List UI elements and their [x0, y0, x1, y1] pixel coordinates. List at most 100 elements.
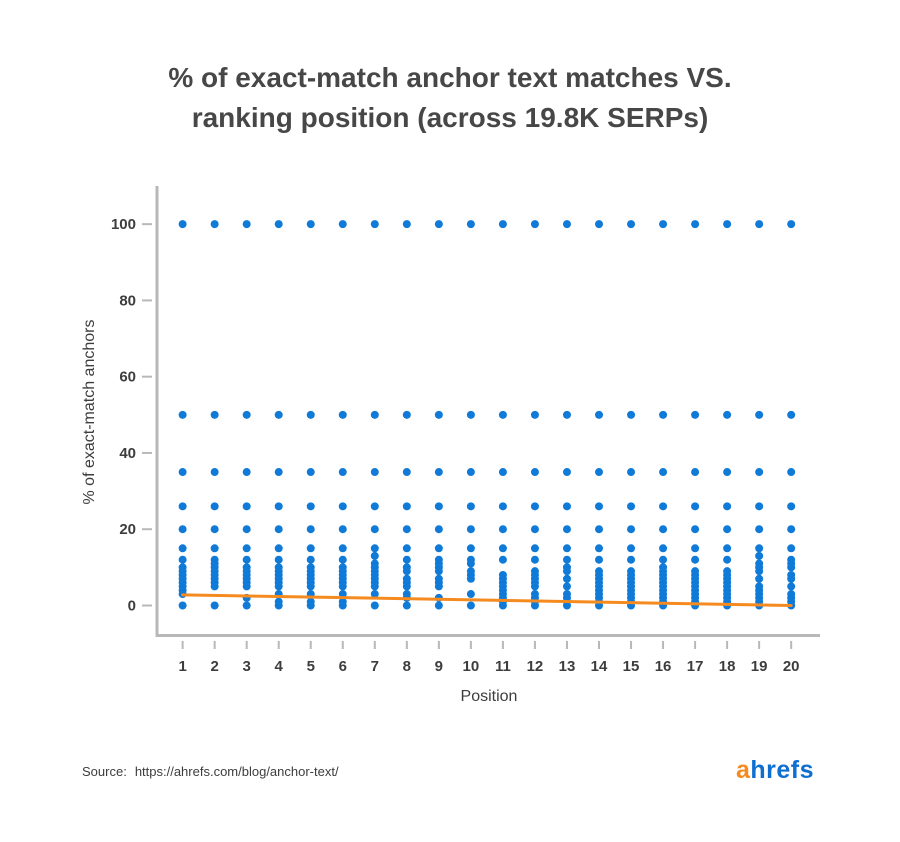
- data-point: [242, 468, 251, 477]
- data-point: [402, 555, 411, 564]
- data-point: [466, 410, 475, 419]
- y-tick-label-40: 40: [119, 445, 136, 462]
- data-point: [562, 502, 571, 511]
- data-point: [402, 525, 411, 534]
- y-tick-label-80: 80: [119, 292, 136, 309]
- data-point: [595, 544, 603, 553]
- data-point: [530, 410, 539, 419]
- data-point: [306, 525, 315, 534]
- x-tick-label-20: 20: [783, 658, 800, 675]
- data-point: [370, 544, 379, 553]
- ahrefs-logo: ahrefs: [736, 756, 814, 785]
- data-point: [210, 582, 219, 591]
- data-point: [723, 410, 732, 419]
- data-point: [723, 468, 732, 477]
- source-note: Source: https://ahrefs.com/blog/anchor-te…: [82, 764, 339, 779]
- data-point: [787, 468, 796, 477]
- source-link[interactable]: https://ahrefs.com/blog/anchor-text/: [134, 764, 339, 779]
- data-point: [434, 601, 443, 610]
- data-point: [691, 555, 700, 564]
- data-point: [466, 590, 475, 599]
- data-point: [659, 525, 668, 534]
- data-point: [627, 468, 636, 477]
- logo-text-hrefs: hrefs: [750, 756, 815, 784]
- y-tick-label-60: 60: [119, 369, 136, 386]
- data-point: [242, 220, 251, 229]
- data-point: [178, 525, 187, 534]
- data-point: [466, 220, 475, 229]
- data-point: [338, 502, 347, 511]
- data-point: [370, 525, 379, 534]
- data-point: [370, 468, 379, 477]
- data-point: [306, 220, 315, 229]
- data-point: [530, 555, 539, 564]
- data-point: [274, 597, 283, 606]
- data-point: [498, 468, 507, 477]
- data-point: [787, 220, 796, 229]
- data-point: [178, 220, 187, 229]
- data-point: [242, 544, 251, 553]
- logo-letter-a: a: [736, 756, 751, 784]
- y-tick-label-20: 20: [119, 521, 136, 538]
- x-tick-label-1: 1: [178, 658, 186, 675]
- data-point: [466, 468, 475, 477]
- data-point: [562, 220, 571, 229]
- data-point: [338, 410, 347, 419]
- data-point: [723, 544, 732, 553]
- data-point: [627, 410, 636, 419]
- data-point: [210, 220, 219, 229]
- data-point: [434, 582, 443, 591]
- data-point: [178, 410, 187, 419]
- data-point: [562, 410, 571, 419]
- data-point: [210, 525, 219, 534]
- data-point: [755, 544, 764, 553]
- data-point: [562, 468, 571, 477]
- data-point: [306, 468, 315, 477]
- x-tick-label-11: 11: [495, 658, 511, 675]
- data-point: [178, 502, 187, 511]
- data-point: [338, 590, 347, 599]
- data-point: [370, 551, 379, 560]
- data-point: [691, 544, 700, 553]
- data-point: [242, 410, 251, 419]
- data-point: [498, 555, 507, 564]
- data-point: [210, 544, 219, 553]
- data-point: [306, 544, 315, 553]
- data-point: [562, 574, 571, 583]
- data-point: [691, 525, 700, 534]
- data-point: [787, 574, 796, 583]
- data-point: [210, 410, 219, 419]
- data-point: [562, 525, 571, 534]
- data-point: [242, 555, 251, 564]
- data-point: [755, 502, 764, 511]
- data-point: [787, 502, 796, 511]
- x-tick-label-16: 16: [655, 658, 672, 675]
- data-point: [338, 597, 347, 606]
- data-point: [755, 410, 764, 419]
- data-point: [274, 555, 283, 564]
- data-point: [434, 567, 443, 576]
- data-point: [691, 220, 700, 229]
- data-point: [723, 220, 732, 229]
- data-point: [787, 597, 796, 606]
- data-point: [466, 525, 475, 534]
- data-point: [595, 468, 603, 477]
- x-tick-label-10: 10: [463, 658, 480, 675]
- data-point: [627, 220, 636, 229]
- data-point: [402, 544, 411, 553]
- data-point: [691, 410, 700, 419]
- data-point: [402, 502, 411, 511]
- data-point: [787, 563, 796, 572]
- data-point: [627, 502, 636, 511]
- data-point: [595, 410, 603, 419]
- x-tick-label-2: 2: [210, 658, 218, 675]
- y-axis-label: % of exact-match anchors: [81, 320, 98, 505]
- x-tick-label-14: 14: [591, 658, 608, 675]
- x-tick-label-8: 8: [403, 658, 411, 675]
- data-point: [787, 544, 796, 553]
- data-point: [659, 410, 668, 419]
- data-point: [627, 544, 636, 553]
- data-point: [370, 502, 379, 511]
- data-point: [562, 582, 571, 591]
